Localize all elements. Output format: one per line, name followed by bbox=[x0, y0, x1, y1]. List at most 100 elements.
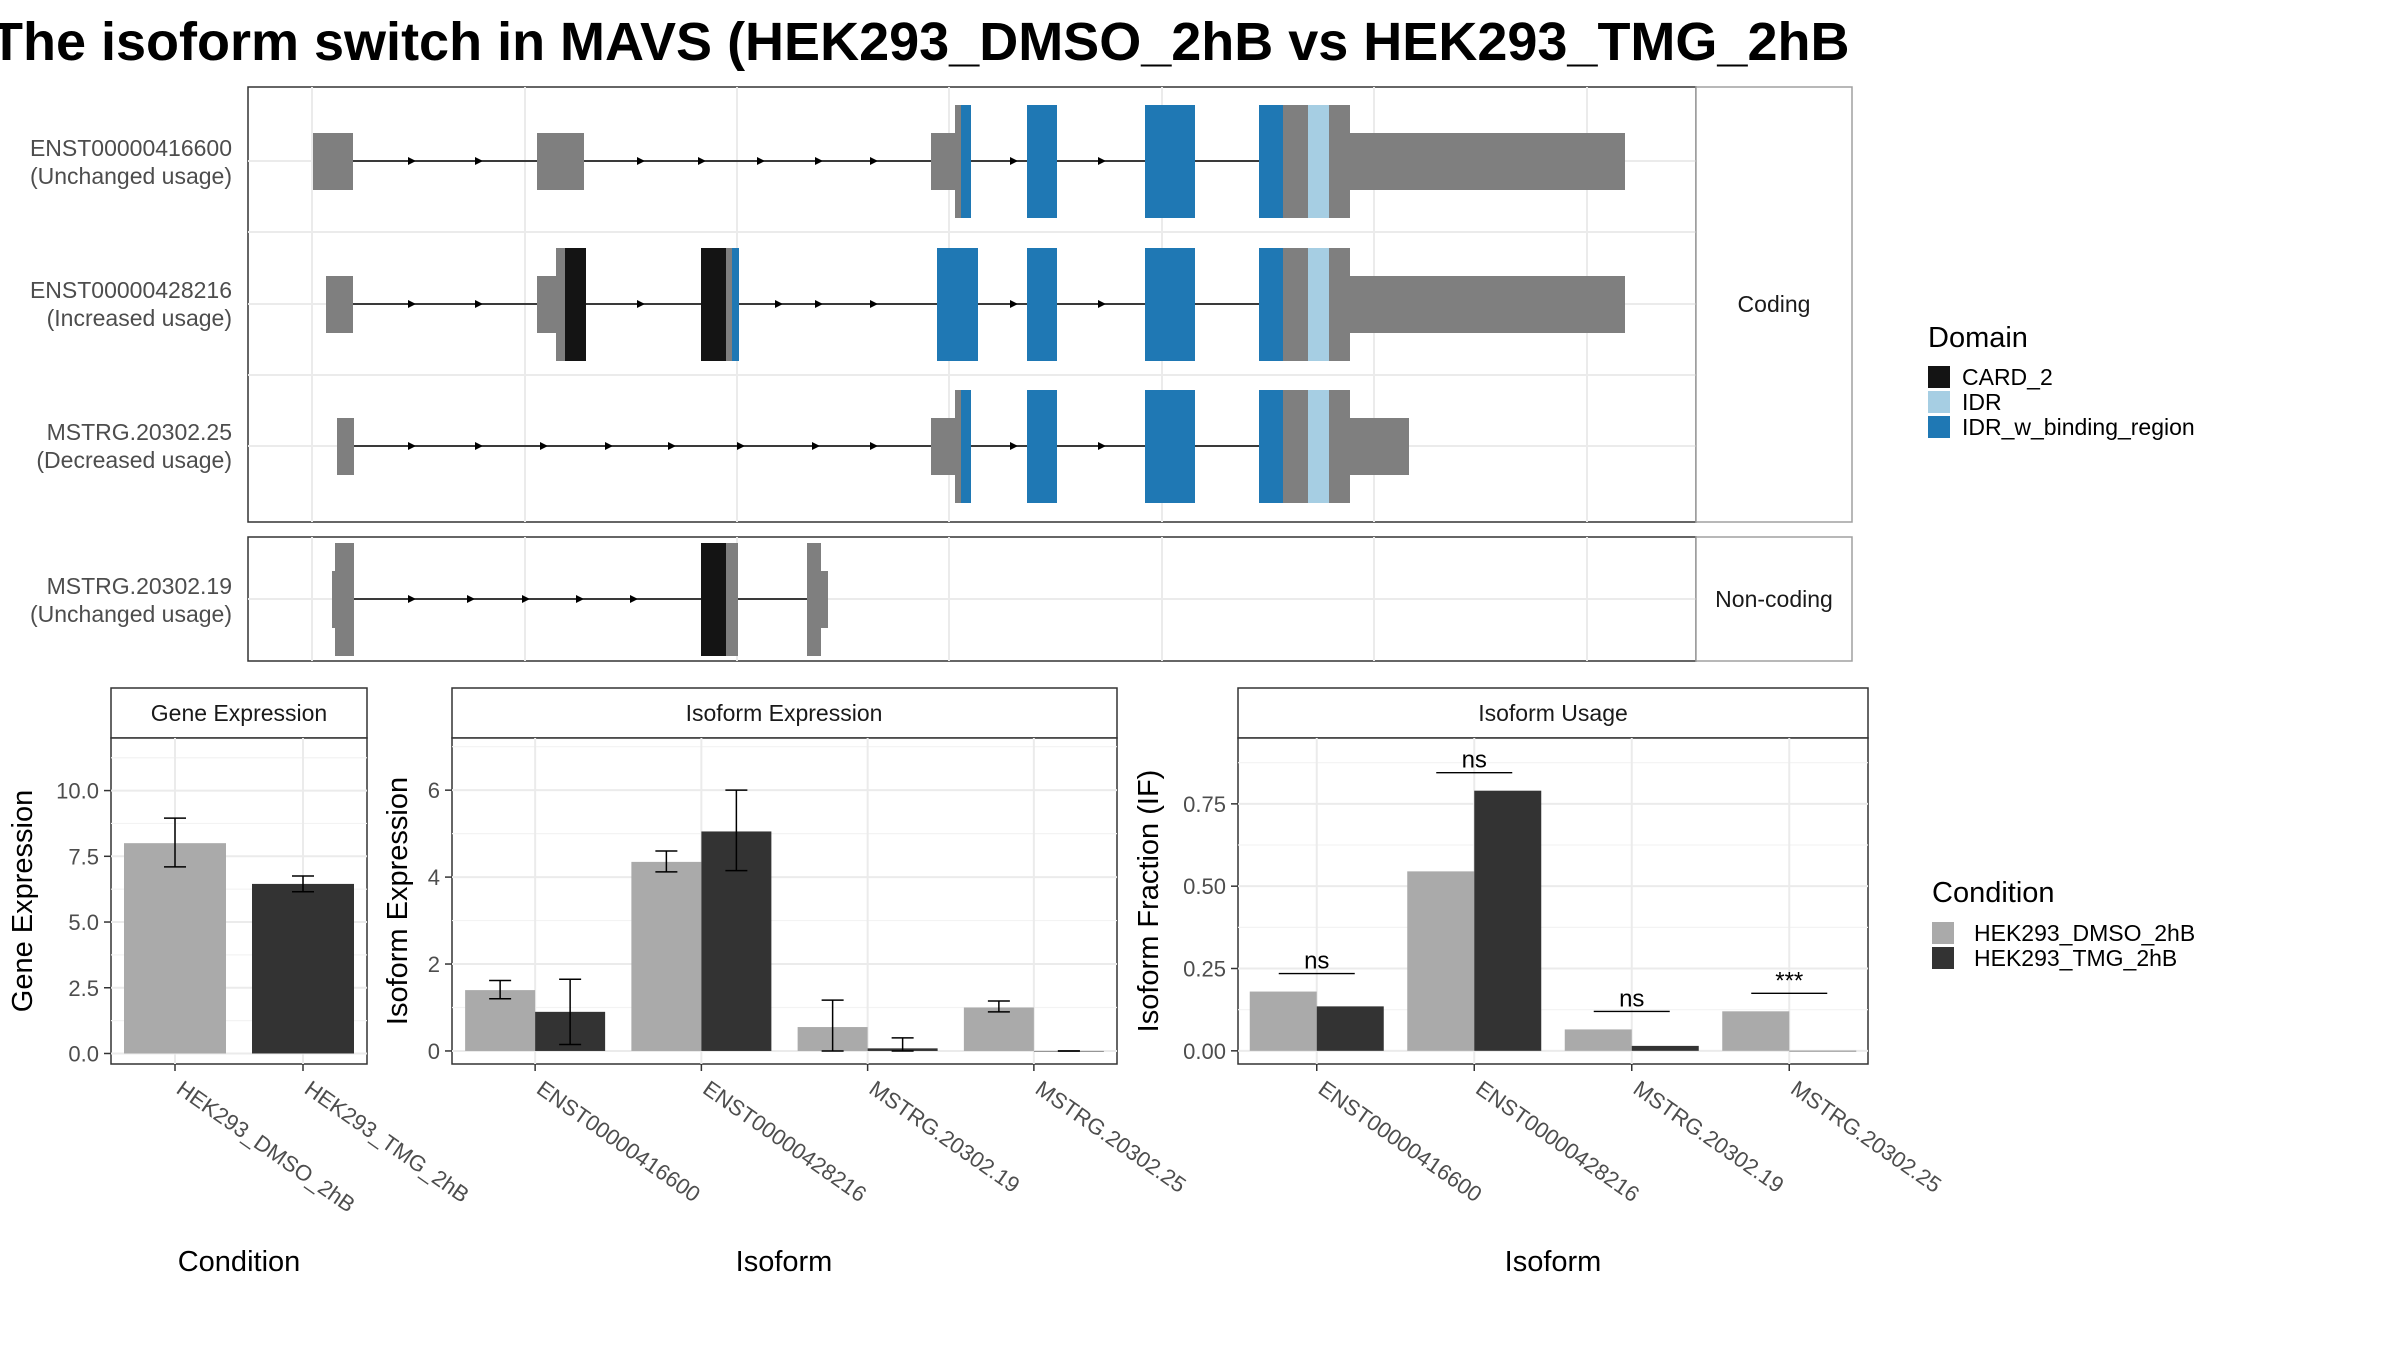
domain-IDR bbox=[1308, 390, 1329, 503]
domain-IDR_w_binding_region bbox=[1145, 105, 1195, 218]
strip-background bbox=[110, 687, 368, 739]
bar bbox=[1631, 1045, 1699, 1051]
strip-label: Gene Expression bbox=[151, 700, 327, 726]
facet-strip-coding: Coding bbox=[1695, 86, 1853, 523]
exon bbox=[313, 133, 353, 190]
facet-strip-noncoding: Non-coding bbox=[1695, 536, 1853, 662]
x-tick-label: ENST00000416600 bbox=[532, 1076, 705, 1207]
exon bbox=[931, 418, 955, 475]
y-tick-label: 7.5 bbox=[68, 844, 99, 869]
strip-background bbox=[451, 687, 1118, 739]
y-tick-label: 10.0 bbox=[56, 779, 99, 804]
facet-label-coding: Coding bbox=[1738, 291, 1811, 317]
domain-IDR_w_binding_region bbox=[1027, 105, 1057, 218]
bar bbox=[1474, 790, 1542, 1051]
exon bbox=[537, 133, 584, 190]
x-axis-title: Isoform bbox=[736, 1246, 833, 1278]
x-ticks: ENST00000416600ENST00000428216MSTRG.2030… bbox=[532, 1064, 1191, 1207]
exon bbox=[1283, 390, 1308, 503]
error-bars bbox=[489, 789, 1080, 1052]
bar bbox=[1722, 1011, 1790, 1051]
transcript-usage-label: (Decreased usage) bbox=[36, 447, 232, 473]
y-tick-label: 0.50 bbox=[1183, 874, 1226, 899]
x-tick-label: ENST00000416600 bbox=[1314, 1076, 1487, 1207]
exon-utr bbox=[1350, 276, 1625, 333]
intron-arrows bbox=[408, 157, 1106, 165]
y-tick-label: 0.25 bbox=[1183, 957, 1226, 982]
exon bbox=[726, 248, 732, 361]
bar bbox=[631, 861, 702, 1051]
significance-label: *** bbox=[1775, 967, 1803, 994]
legend-label-CARD_2: CARD_2 bbox=[1962, 364, 2053, 390]
bars bbox=[1249, 790, 1857, 1052]
y-tick-label: 4 bbox=[428, 865, 440, 890]
grid bbox=[1238, 738, 1868, 1064]
intron-arrows bbox=[408, 442, 1106, 450]
domain-IDR_w_binding_region bbox=[1027, 390, 1057, 503]
legend-label-tmg: HEK293_TMG_2hB bbox=[1974, 945, 2177, 971]
domain-IDR_w_binding_region bbox=[1027, 248, 1057, 361]
bar bbox=[465, 990, 536, 1051]
transcript-MSTRG.20302.25 bbox=[337, 390, 1409, 503]
transcript-id-label: MSTRG.20302.25 bbox=[47, 419, 232, 445]
transcript-usage-label: (Increased usage) bbox=[47, 305, 232, 331]
y-ticks: 0.00 0.25 0.50 0.75 bbox=[1183, 792, 1238, 1064]
domain-IDR_w_binding_region bbox=[1259, 248, 1283, 361]
domain-IDR_w_binding_region bbox=[1259, 390, 1283, 503]
exon bbox=[556, 248, 566, 361]
y-ticks: 0.0 2.5 5.0 7.5 10.0 bbox=[56, 779, 111, 1066]
y-ticks: 0 2 4 6 bbox=[428, 778, 452, 1064]
x-tick-label: MSTRG.20302.19 bbox=[1629, 1076, 1789, 1198]
y-axis-title: Isoform Expression bbox=[382, 777, 414, 1025]
exon bbox=[819, 571, 828, 628]
transcript-usage-label: (Unchanged usage) bbox=[30, 601, 232, 627]
intron-arrows bbox=[408, 595, 638, 603]
bar bbox=[1316, 1006, 1384, 1051]
domain-legend-title: Domain bbox=[1928, 322, 2028, 354]
exon-utr bbox=[1350, 418, 1409, 475]
legend-label-IDR: IDR bbox=[1962, 389, 2002, 415]
y-tick-label: 0.0 bbox=[68, 1041, 99, 1066]
condition-legend: Condition HEK293_DMSO_2hB HEK293_TMG_2hB bbox=[1932, 877, 2195, 971]
legend-label-IDR_w_binding_region: IDR_w_binding_region bbox=[1962, 414, 2195, 440]
exon bbox=[1329, 390, 1350, 503]
x-axis-title: Isoform bbox=[1505, 1246, 1602, 1278]
domain-IDR bbox=[1308, 248, 1329, 361]
domain-CARD_2 bbox=[701, 248, 726, 361]
bar bbox=[1407, 871, 1475, 1051]
domain-IDR_w_binding_region bbox=[961, 105, 971, 218]
y-axis-title: Gene Expression bbox=[7, 790, 39, 1012]
x-tick-label: MSTRG.20302.25 bbox=[1031, 1076, 1191, 1198]
transcript-MSTRG.20302.19 bbox=[332, 543, 828, 656]
x-tick-label: MSTRG.20302.19 bbox=[865, 1076, 1025, 1198]
significance-label: ns bbox=[1304, 948, 1329, 975]
x-tick-label: ENST00000428216 bbox=[1471, 1076, 1644, 1207]
bar bbox=[1249, 991, 1317, 1051]
figure-title: The isoform switch in MAVS (HEK293_DMSO_… bbox=[0, 12, 1849, 72]
domain-CARD_2 bbox=[701, 543, 726, 656]
exon bbox=[537, 276, 556, 333]
y-axis-title: Isoform Fraction (IF) bbox=[1133, 770, 1165, 1033]
bar bbox=[963, 1007, 1034, 1051]
transcript-ENST00000416600 bbox=[313, 105, 1625, 218]
noncoding-panel: Non-coding MSTRG.20302.19 (Unchanged usa… bbox=[30, 536, 1853, 662]
error-bars bbox=[164, 817, 314, 893]
exon bbox=[931, 133, 955, 190]
y-tick-label: 2.5 bbox=[68, 976, 99, 1001]
y-tick-label: 0 bbox=[428, 1039, 440, 1064]
bar bbox=[252, 883, 354, 1054]
transcript-ENST00000428216 bbox=[326, 248, 1625, 361]
condition-legend-title: Condition bbox=[1932, 877, 2055, 909]
coding-panel: Coding bbox=[30, 86, 1853, 523]
isoform-usage-panel: Isoform Usage ns ns ns *** 0.00 0.25 0.50 0.75… bbox=[1133, 687, 1946, 1278]
exon bbox=[335, 543, 354, 656]
domain-CARD_2 bbox=[565, 248, 586, 361]
y-tick-label: 2 bbox=[428, 952, 440, 977]
legend-swatch-tmg bbox=[1932, 947, 1954, 969]
legend-swatch-IDR bbox=[1928, 391, 1950, 413]
bar bbox=[1564, 1029, 1632, 1051]
exon-utr bbox=[1350, 133, 1625, 190]
y-tick-label: 6 bbox=[428, 778, 440, 803]
significance-label: ns bbox=[1619, 985, 1644, 1012]
